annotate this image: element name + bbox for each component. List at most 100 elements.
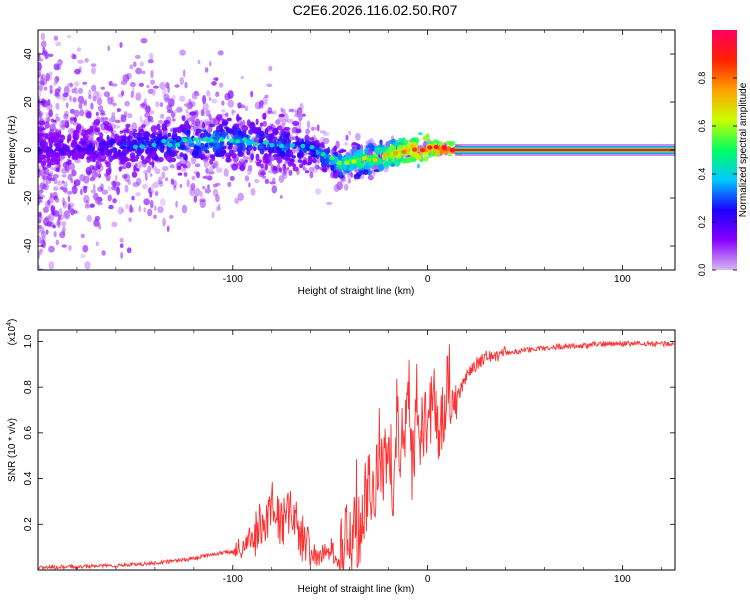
spectrogram-ridge-blob <box>198 137 204 141</box>
spectrogram-haze-dot <box>247 164 253 172</box>
spectrogram-haze-dot <box>111 83 118 87</box>
spectrogram-haze-dot <box>62 212 69 217</box>
spectrogram-haze-dot <box>40 32 46 41</box>
spectrogram-ridge-blob <box>59 134 66 141</box>
y-tick-label: 0.2 <box>23 517 34 531</box>
spectrogram-ridge-blob <box>126 127 130 134</box>
spectrogram-haze-dot <box>181 204 188 214</box>
spectrogram-haze-dot <box>64 165 71 172</box>
spectrogram-haze-dot <box>335 140 340 149</box>
spectrogram-haze-dot <box>98 226 102 230</box>
spectrogram-ridge-blob <box>278 151 286 158</box>
spectrogram-core-blob <box>175 142 181 148</box>
spectrogram-haze-dot <box>103 117 109 121</box>
spectrogram-haze-dot <box>170 111 176 118</box>
colorbar-tick-label: 0.0 <box>697 264 707 277</box>
spectrogram-haze-dot <box>55 113 59 119</box>
spectrogram-haze-dot <box>52 224 56 229</box>
spectrogram-haze-dot <box>234 197 240 205</box>
spectrogram-ridge-blob <box>38 120 46 126</box>
spectrogram-ridge-blob <box>43 158 47 166</box>
spectrogram-haze-dot <box>138 82 145 87</box>
spectrogram-haze-dot <box>209 60 212 67</box>
spectrogram-haze-dot <box>147 208 153 217</box>
spectrogram-haze-dot <box>63 211 71 221</box>
spectrogram-ridge-blob <box>283 126 291 131</box>
spectrogram-ridge-blob <box>406 156 412 163</box>
spectrogram-haze-dot <box>199 198 206 203</box>
spectrogram-haze-dot <box>78 102 83 110</box>
spectrogram-core-blob <box>242 137 248 142</box>
spectrogram-haze-dot <box>159 181 164 187</box>
spectrogram-ridge-blob <box>417 163 420 169</box>
spectrogram-ridge-blob <box>250 153 254 161</box>
spectrogram-haze-dot <box>57 214 62 221</box>
spectrogram-ridge-blob <box>241 125 249 132</box>
spectrogram-ridge-blob <box>337 153 343 161</box>
spectrogram-haze-dot <box>38 211 42 218</box>
spectrogram-haze-dot <box>63 181 68 188</box>
spectrogram-ridge-blob <box>66 137 70 144</box>
spectrogram-ridge-blob <box>80 150 86 157</box>
spectrogram-ridge-blob <box>116 142 121 146</box>
spectrogram-ridge-blob <box>147 153 152 159</box>
snr-y-axis-label: SNR (10 * v/v) <box>7 418 18 482</box>
spectrogram-core-blob <box>209 138 215 143</box>
spectrogram-core-blob <box>320 152 326 157</box>
spectrogram-ridge-blob <box>242 130 247 135</box>
spectrogram-ridge-blob <box>135 154 140 160</box>
spectrogram-core-blob <box>361 155 368 161</box>
spectrogram-ridge-blob <box>132 132 136 137</box>
spectrogram-haze-dot <box>150 79 156 85</box>
spectrogram-y-axis-label: Frequency (Hz) <box>7 116 18 185</box>
spectrogram-ridge-blob <box>128 141 135 147</box>
spectrogram-haze-dot <box>211 81 217 86</box>
spectrogram-haze-dot <box>208 97 212 101</box>
spectrogram-ridge-blob <box>259 147 265 155</box>
spectrogram-haze-dot <box>166 225 170 232</box>
spectrogram-panel: -100 0 100 -40 -20 0 20 40 Height of straight l… <box>7 29 676 297</box>
spectrogram-haze-dot <box>143 207 146 213</box>
spectrogram-haze-dot <box>231 109 235 116</box>
spectrogram-ridge-blob <box>393 142 401 147</box>
spectrogram-ridge-blob <box>93 119 101 125</box>
spectrogram-ridge-blob <box>281 128 285 133</box>
spectrogram-ridge-blob <box>439 141 443 146</box>
spectrogram-haze-dot <box>279 195 283 199</box>
spectrogram-ridge-blob <box>338 149 344 154</box>
spectrogram-haze-dot <box>61 174 67 178</box>
spectrogram-haze-dot <box>223 168 229 177</box>
spectrogram-haze-dot <box>90 102 94 110</box>
spectrogram-haze-dot <box>294 110 299 115</box>
spectrogram-ridge-blob <box>428 151 432 158</box>
spectrogram-core-blob <box>228 138 234 143</box>
spectrogram-haze-dot <box>83 185 88 194</box>
spectrogram-haze-dot <box>294 158 300 164</box>
spectrogram-ridge-blob <box>134 132 142 136</box>
spectrogram-haze-dot <box>237 192 244 201</box>
spectrogram-haze-dot <box>172 118 176 122</box>
spectrogram-ridge-blob <box>225 127 232 132</box>
spectrogram-ridge-blob <box>151 161 155 168</box>
spectrogram-haze-dot <box>236 156 239 160</box>
spectrogram-haze-dot <box>215 206 221 212</box>
spectrogram-haze-dot <box>288 108 294 113</box>
spectrogram-ridge-blob <box>247 146 252 151</box>
spectrogram-haze-dot <box>128 217 133 223</box>
spectrogram-haze-dot <box>159 198 166 207</box>
spectrogram-ridge-blob <box>232 123 239 131</box>
spectrogram-ridge-blob <box>379 139 383 145</box>
spectrogram-haze-dot <box>35 272 42 278</box>
spectrogram-haze-dot <box>100 183 104 192</box>
spectrogram-haze-dot <box>347 178 351 184</box>
spectrogram-haze-dot <box>131 162 134 167</box>
spectrogram-ridge-blob <box>290 158 295 163</box>
spectrogram-core-blob <box>182 138 188 143</box>
page-title: C2E6.2026.116.02.50.R07 <box>292 2 458 18</box>
spectrogram-ridge-blob <box>319 155 325 163</box>
spectrogram-haze-dot <box>49 84 53 90</box>
colorbar-gradient <box>712 30 737 270</box>
spectrogram-haze-dot <box>141 70 146 75</box>
spectrogram-haze-dot <box>268 65 273 72</box>
spectrogram-haze-dot <box>278 175 285 183</box>
